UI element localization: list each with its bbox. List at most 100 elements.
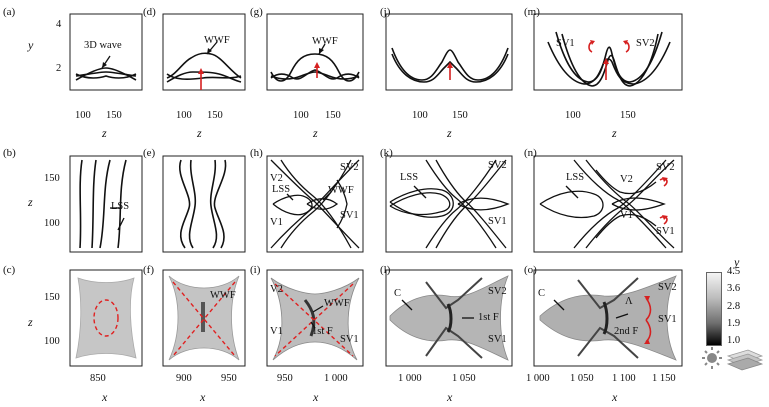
colorbar-tick-1.9: 1.9 (727, 318, 741, 329)
red-dashed-ellipse (93, 299, 119, 337)
panel-m-frame (533, 13, 683, 91)
x-axis-label-c: x (102, 390, 108, 404)
red-arrow-head (314, 62, 320, 68)
panel-h-plot (266, 155, 364, 253)
annotation-wwf-f: WWF (210, 290, 236, 301)
z-tick-100-j: 100 (412, 110, 428, 121)
panel-label-f: (f) (143, 264, 154, 276)
panel-label-a: (a) (3, 6, 16, 18)
x-tick-1050-l: 1 050 (452, 373, 476, 384)
red-rotation-arrow (659, 177, 668, 187)
panel-j-frame (385, 13, 513, 91)
annotation-v2-i: V2 (270, 284, 283, 295)
arrow-head (102, 62, 107, 68)
x-axis-label-l: x (447, 390, 453, 404)
surface-shape (75, 277, 137, 359)
panel-h-frame (266, 155, 364, 253)
z-tick-100-b: 100 (44, 218, 60, 229)
panel-g-frame (266, 13, 364, 91)
annotation-arrow (553, 299, 565, 311)
z-tick-100-a: 100 (75, 110, 91, 121)
annotation-arrow (286, 193, 294, 201)
red-arrow-head (198, 68, 204, 74)
vortex-line (435, 159, 507, 249)
colorbar-tick-1.0: 1.0 (727, 335, 741, 346)
annotation-wwf-g: WWF (312, 36, 338, 47)
annotation-sv1-h: SV1 (340, 210, 359, 221)
panel-f-plot (162, 269, 246, 367)
x-axis-label-i: x (313, 390, 319, 404)
vortex-line (270, 159, 360, 249)
red-arrow-head (603, 58, 609, 64)
lss-loop (389, 192, 451, 216)
colorbar-tick-2.8: 2.8 (727, 301, 741, 312)
arrow-head (319, 48, 324, 54)
annotation-arrow (615, 313, 629, 319)
x-tick-1000-l: 1 000 (398, 373, 422, 384)
wave-curve (166, 73, 242, 80)
vortex-line (573, 159, 667, 249)
red-arrow-head (662, 177, 668, 182)
y-tick-4-a: 4 (56, 19, 62, 30)
wave-curve (391, 47, 509, 81)
panel-b-frame (69, 155, 143, 253)
panel-i-plot (266, 269, 364, 367)
x-tick-850-c: 850 (90, 373, 106, 384)
z-axis-label-b: z (28, 195, 33, 209)
red-dashed-line (274, 283, 354, 357)
annotation-sv2-o: SV2 (658, 282, 677, 293)
annotation-sv2-n: SV2 (656, 162, 675, 173)
x-tick-1100-o: 1 100 (612, 373, 636, 384)
x-tick-1050-o: 1 050 (570, 373, 594, 384)
vortex-line (573, 159, 667, 249)
dark-fold (602, 301, 609, 335)
panel-m-plot (533, 13, 683, 91)
z-axis-label-c: z (28, 315, 33, 329)
annotation-sv1-o: SV1 (658, 314, 677, 325)
z-tick-150-j: 150 (452, 110, 468, 121)
red-arrow-head (644, 339, 650, 344)
vortex-line (425, 159, 497, 249)
curve (336, 179, 348, 229)
annotation-arrow (312, 305, 324, 313)
vortex-line (435, 159, 507, 249)
panel-label-i: (i) (250, 264, 261, 276)
red-arrow-head (447, 62, 453, 68)
wave-curve (75, 73, 137, 79)
lighting-icons (702, 347, 764, 371)
annotation-v1-h: V1 (270, 217, 283, 228)
curve (209, 159, 218, 249)
panel-o-frame (533, 269, 683, 367)
panel-label-d: (d) (143, 6, 156, 18)
x-tick-1150-o: 1 150 (652, 373, 676, 384)
x-axis-label-f: x (200, 390, 206, 404)
red-arrow-head (590, 40, 595, 45)
lss-curve (91, 159, 97, 249)
y-tick-2-a: 2 (56, 63, 62, 74)
vortex-line (280, 159, 352, 249)
dark-fold (303, 299, 316, 337)
vortex-line (425, 159, 497, 249)
annotation-2ndf-o: 2nd F (614, 326, 639, 337)
z-tick-100-g: 100 (293, 110, 309, 121)
panel-b-plot (69, 155, 143, 253)
red-arrow-head (662, 215, 668, 220)
z-tick-150-a: 150 (106, 110, 122, 121)
z-tick-150-c: 150 (44, 292, 60, 303)
panel-c-plot (69, 269, 143, 367)
panel-label-m: (m) (524, 6, 540, 18)
lss-curve (79, 159, 83, 249)
lss-curve (99, 159, 111, 249)
red-dashed-line (172, 281, 236, 357)
curve (595, 213, 657, 239)
panel-c-frame (69, 269, 143, 367)
annotation-lss-b: LSS (111, 201, 130, 212)
panel-i-frame (266, 269, 364, 367)
z-tick-150-g: 150 (325, 110, 341, 121)
annotation-1stf-i: 1st F (312, 326, 333, 337)
annotation-arrow (117, 217, 125, 231)
annotation-arrow (565, 185, 579, 199)
annotation-c-o: C (538, 288, 546, 299)
colorbar-tick-3.6: 3.6 (727, 283, 741, 294)
panel-label-e: (e) (143, 147, 156, 159)
